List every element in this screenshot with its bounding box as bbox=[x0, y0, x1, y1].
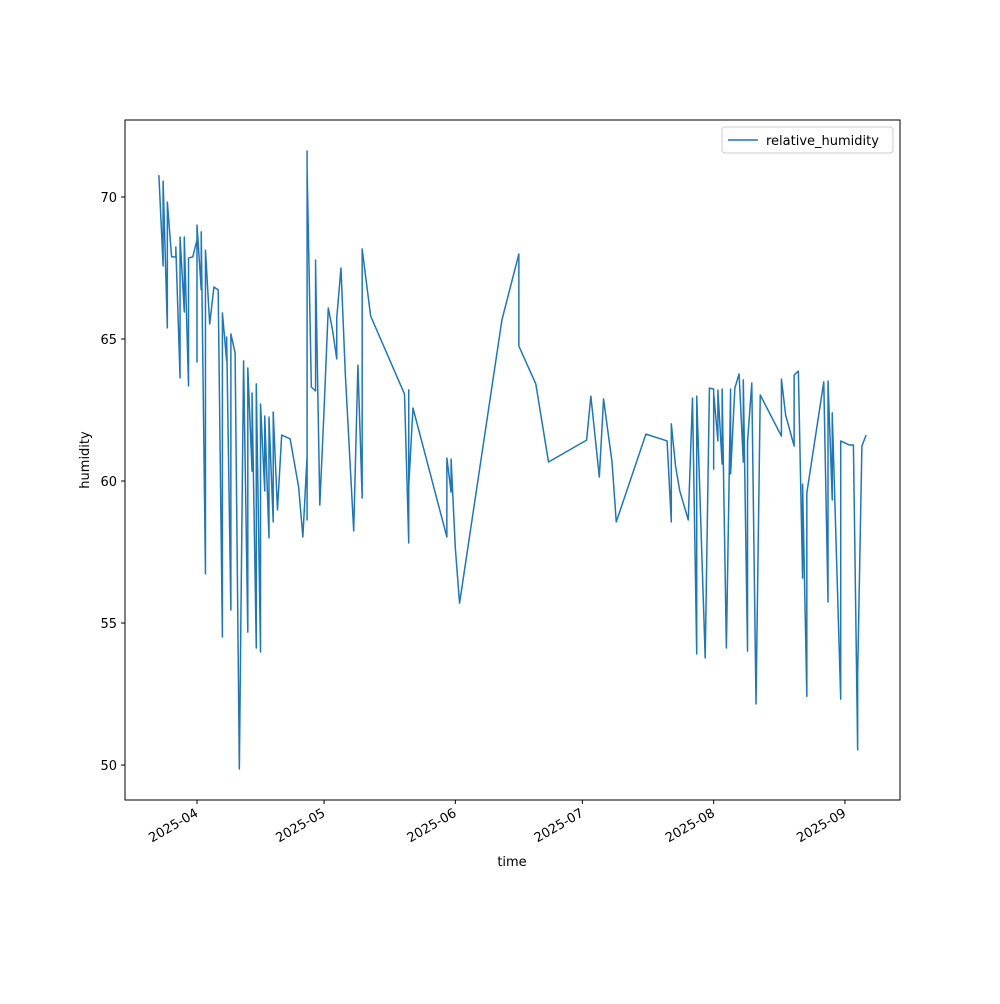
y-tick-label: 50 bbox=[100, 759, 117, 774]
y-tick-label: 70 bbox=[100, 191, 117, 206]
x-tick-label: 2025-05 bbox=[273, 806, 328, 846]
legend-box bbox=[721, 126, 894, 154]
y-axis-label: humidity bbox=[78, 431, 93, 489]
y-tick-label: 60 bbox=[100, 475, 117, 490]
x-tick-label: 2025-06 bbox=[405, 806, 460, 846]
y-tick-label: 55 bbox=[100, 617, 117, 632]
plot-frame bbox=[124, 119, 901, 801]
y-tick-label: 65 bbox=[100, 333, 117, 348]
x-tick-label: 2025-09 bbox=[794, 806, 849, 846]
x-tick-label: 2025-07 bbox=[532, 806, 587, 846]
x-tick-label: 2025-04 bbox=[146, 806, 201, 846]
x-axis-label: time bbox=[497, 855, 526, 870]
line-series bbox=[158, 150, 867, 770]
x-tick-label: 2025-08 bbox=[663, 806, 718, 846]
legend-label: relative_humidity bbox=[766, 134, 879, 149]
